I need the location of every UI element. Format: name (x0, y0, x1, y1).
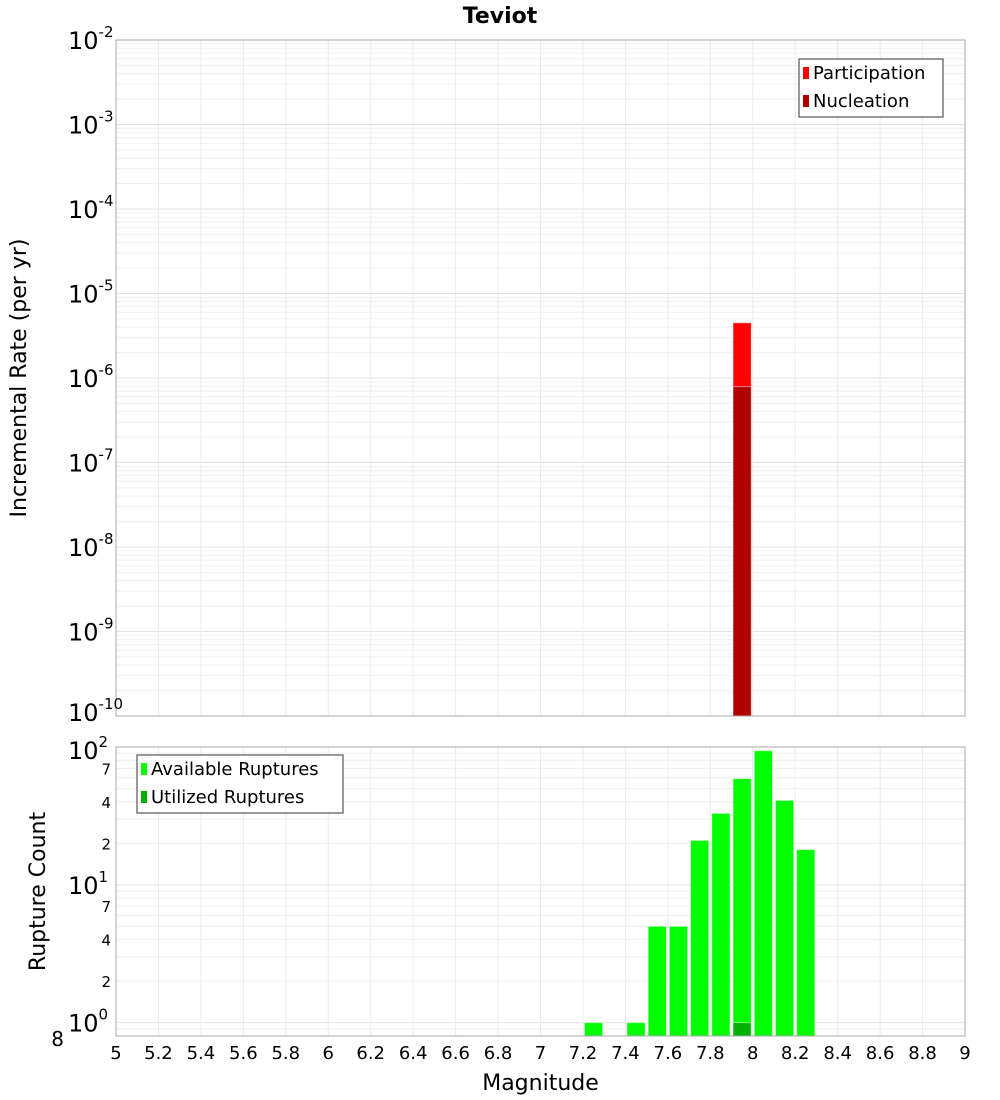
y-tick-label: 10-4 (68, 192, 114, 224)
available-ruptures-bar (753, 750, 773, 1037)
legend: Available Ruptures Utilized Ruptures (136, 754, 344, 814)
available-ruptures-bar (583, 1022, 604, 1037)
legend-box (136, 754, 344, 814)
x-tick-label: 8.2 (781, 1043, 810, 1064)
y-tick-label: 102 (68, 733, 108, 765)
y-axis-label: Rupture Count (26, 812, 51, 972)
legend-label: Participation (813, 63, 925, 84)
x-tick-label: 7.8 (696, 1043, 725, 1064)
x-tick-label: 5.4 (187, 1043, 216, 1064)
incremental-rate-panel: 10-10 10-9 10-8 10-7 10-6 10-5 10-4 10-3 10-2 Inc… (7, 4, 966, 727)
legend-label: Nucleation (813, 91, 909, 112)
legend-label: Utilized Ruptures (151, 787, 304, 808)
y-tick-label: 100 (68, 1006, 108, 1038)
utilized-ruptures-bar (732, 1022, 752, 1037)
x-tick-label: 6.8 (484, 1043, 513, 1064)
y-tick-label: 10-6 (68, 361, 114, 393)
x-tick-label: 5.8 (271, 1043, 300, 1064)
x-tick-label: 9 (959, 1043, 970, 1064)
x-tick-label: 6.6 (441, 1043, 470, 1064)
x-tick-label: 6.4 (399, 1043, 428, 1064)
x-tick-label: 8.6 (866, 1043, 895, 1064)
y-minor-tick-label: 2 (101, 973, 111, 991)
legend-swatch (803, 67, 809, 79)
y-minor-tick-label: 4 (101, 794, 111, 812)
x-tick-label: 8.4 (823, 1043, 852, 1064)
y-tick-label: 10-3 (68, 108, 114, 140)
x-tick-label: 5.6 (229, 1043, 258, 1064)
available-ruptures-bar (774, 799, 795, 1037)
legend-box (798, 58, 944, 118)
available-ruptures-bar (647, 925, 667, 1037)
available-ruptures-bar (690, 839, 710, 1037)
rupture-count-panel: 100 101 102 8 2 4 7 2 4 7 Rupture Count 5 5.2 5.4 5.6 5… (26, 733, 971, 1096)
x-tick-label: 7 (535, 1043, 546, 1064)
available-ruptures-bar (711, 812, 731, 1037)
y-tick-label: 10-10 (68, 695, 123, 727)
y-minor-tick-label: 7 (101, 898, 111, 916)
legend: Participation Nucleation (798, 58, 944, 118)
y-tick-label: 10-7 (68, 446, 114, 478)
y-minor-tick-label: 8 (51, 1027, 64, 1051)
x-tick-label: 7.6 (654, 1043, 683, 1064)
available-ruptures-bar (626, 1022, 646, 1037)
x-tick-label: 6.2 (356, 1043, 385, 1064)
x-tick-label: 8 (747, 1043, 758, 1064)
legend-label: Available Ruptures (151, 759, 319, 780)
x-tick-label: 8.8 (908, 1043, 937, 1064)
y-minor-tick-label: 4 (101, 932, 111, 950)
y-tick-label: 10-9 (68, 615, 114, 647)
y-tick-label: 10-2 (68, 23, 114, 55)
chart-title: Teviot (463, 4, 538, 29)
legend-swatch (803, 95, 809, 107)
legend-swatch (141, 791, 147, 803)
y-tick-label: 10-5 (68, 277, 114, 309)
x-tick-label: 5 (110, 1043, 121, 1064)
plot-border (115, 39, 966, 717)
x-tick-label: 7.4 (611, 1043, 640, 1064)
legend-swatch (141, 763, 147, 775)
x-tick-label: 5.2 (144, 1043, 173, 1064)
x-axis-label: Magnitude (482, 1071, 599, 1096)
y-axis-label: Incremental Rate (per yr) (7, 239, 32, 518)
available-ruptures-bar (796, 849, 816, 1037)
available-ruptures-bar (732, 778, 752, 1037)
nucleation-bar (732, 386, 752, 717)
x-tick-label: 6 (323, 1043, 334, 1064)
available-ruptures-bar (668, 925, 689, 1037)
x-tick-label: 7.2 (569, 1043, 598, 1064)
y-minor-tick-label: 7 (101, 760, 111, 778)
y-tick-label: 10-8 (68, 530, 114, 562)
y-tick-label: 101 (68, 868, 108, 900)
y-minor-tick-label: 2 (101, 835, 111, 853)
plot-border (115, 746, 966, 1037)
